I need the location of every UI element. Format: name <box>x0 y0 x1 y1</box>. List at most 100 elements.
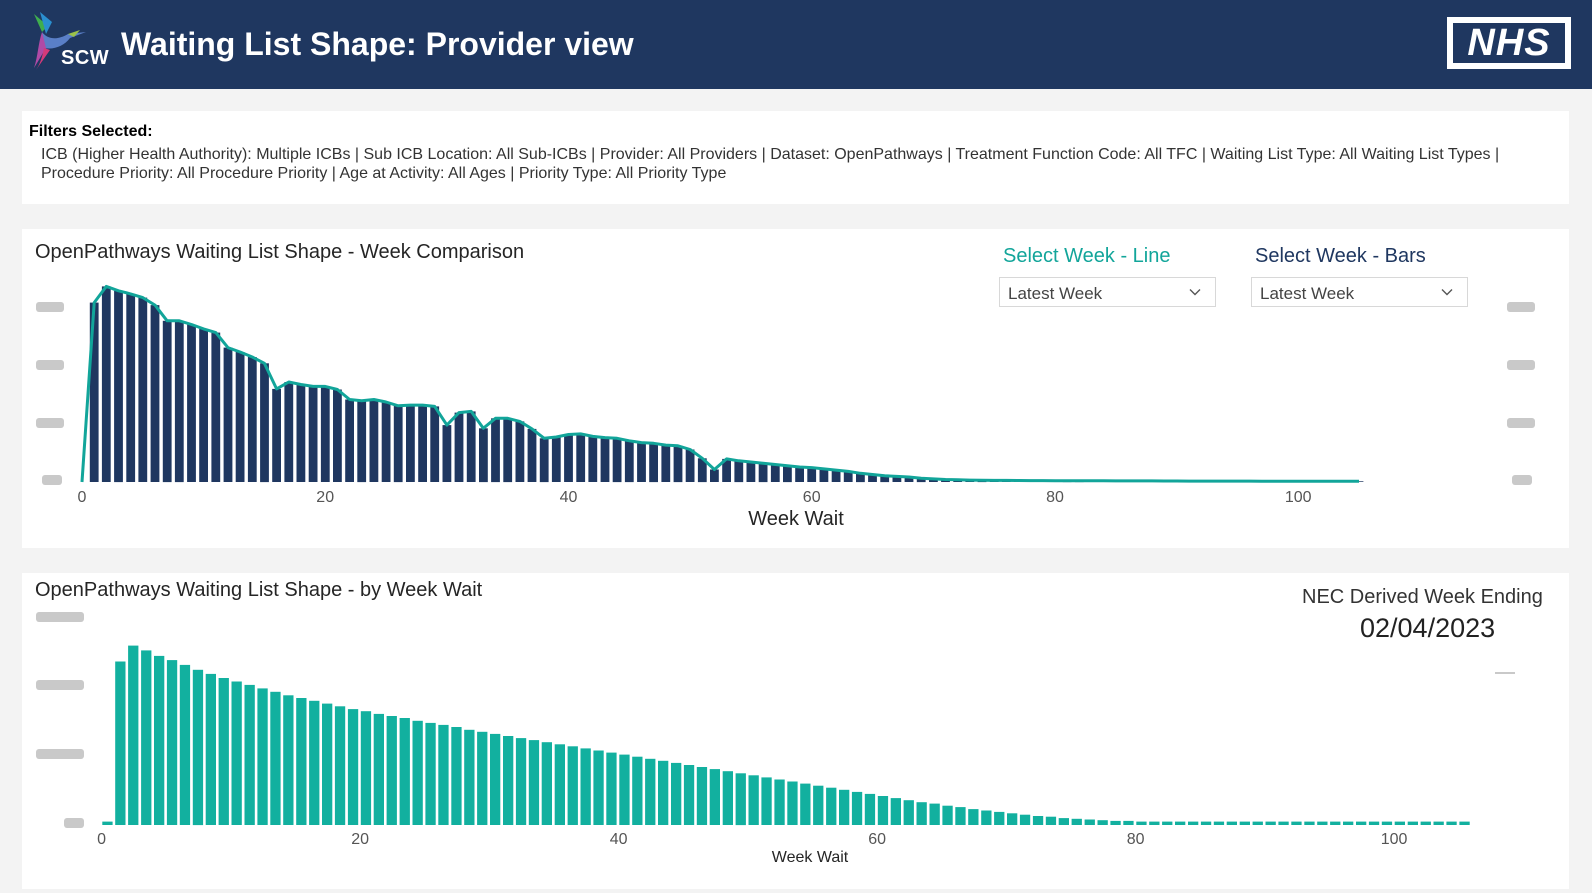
bar-week-50[interactable] <box>685 449 695 483</box>
bar-week-10[interactable] <box>231 681 242 826</box>
bar-week-18[interactable] <box>334 706 346 825</box>
bar-week-5[interactable] <box>138 297 148 482</box>
bar-week-46[interactable] <box>696 767 708 825</box>
bar-week-103[interactable] <box>1433 821 1444 825</box>
bar-week-61[interactable] <box>819 468 829 482</box>
bar-week-101[interactable] <box>1407 821 1418 825</box>
bar-week-24[interactable] <box>412 720 423 825</box>
bar-week-4[interactable] <box>126 293 136 482</box>
bar-week-16[interactable] <box>272 388 281 482</box>
bar-week-32[interactable] <box>466 411 476 482</box>
bar-week-84[interactable] <box>1188 821 1199 825</box>
bar-week-65[interactable] <box>868 474 877 483</box>
bar-week-57[interactable] <box>839 789 850 825</box>
bar-week-56[interactable] <box>758 463 768 483</box>
bar-week-51[interactable] <box>697 458 707 483</box>
bar-week-2[interactable] <box>101 286 111 482</box>
bar-week-50[interactable] <box>748 775 759 825</box>
bar-week-86[interactable] <box>1213 821 1225 825</box>
bar-week-37[interactable] <box>580 748 591 825</box>
bar-week-100[interactable] <box>1394 821 1405 825</box>
bar-week-78[interactable] <box>1110 820 1121 825</box>
bar-week-65[interactable] <box>942 805 953 825</box>
bar-week-34[interactable] <box>491 418 500 483</box>
bar-week-58[interactable] <box>783 465 792 483</box>
bar-week-69[interactable] <box>994 811 1005 825</box>
bar-week-16[interactable] <box>309 700 320 825</box>
bar-week-30[interactable] <box>442 425 452 482</box>
bar-week-12[interactable] <box>223 347 233 482</box>
bar-week-52[interactable] <box>774 779 785 826</box>
bar-week-22[interactable] <box>345 399 354 483</box>
bar-week-48[interactable] <box>661 445 671 482</box>
bar-week-4[interactable] <box>154 655 165 825</box>
bar-week-60[interactable] <box>807 467 817 482</box>
bar-week-8[interactable] <box>205 673 216 825</box>
bar-week-35[interactable] <box>503 418 513 483</box>
bar-week-102[interactable] <box>1420 821 1431 825</box>
bar-week-2[interactable] <box>128 645 139 825</box>
bar-week-49[interactable] <box>673 445 683 483</box>
bar-week-83[interactable] <box>1175 821 1186 825</box>
bar-week-38[interactable] <box>539 438 549 483</box>
bar-week-66[interactable] <box>955 807 966 825</box>
bar-week-15[interactable] <box>260 363 269 483</box>
bar-week-13[interactable] <box>235 352 245 482</box>
bar-week-68[interactable] <box>904 477 914 482</box>
bar-week-71[interactable] <box>1019 814 1031 825</box>
bar-week-55[interactable] <box>746 462 756 482</box>
bar-week-0[interactable] <box>102 821 113 825</box>
bar-week-39[interactable] <box>606 752 617 825</box>
bar-week-19[interactable] <box>308 386 318 482</box>
bar-week-92[interactable] <box>1291 821 1302 825</box>
bar-week-51[interactable] <box>761 777 772 825</box>
select-week-bars-dropdown[interactable]: Latest Week <box>1251 277 1468 307</box>
bar-week-62[interactable] <box>831 470 841 482</box>
bar-week-28[interactable] <box>418 405 427 482</box>
bar-week-52[interactable] <box>710 469 719 483</box>
bar-week-64[interactable] <box>856 473 865 483</box>
bar-week-70[interactable] <box>929 478 938 482</box>
bar-week-48[interactable] <box>722 771 733 825</box>
bar-week-31[interactable] <box>454 412 464 482</box>
bar-week-45[interactable] <box>683 765 695 825</box>
bar-week-3[interactable] <box>141 650 152 825</box>
bar-week-10[interactable] <box>199 328 208 482</box>
bar-week-3[interactable] <box>114 290 123 483</box>
bar-week-1[interactable] <box>115 661 126 826</box>
bar-week-44[interactable] <box>612 438 622 483</box>
bar-week-18[interactable] <box>296 384 306 483</box>
bar-week-43[interactable] <box>600 437 610 482</box>
bar-week-35[interactable] <box>554 744 565 825</box>
bar-week-56[interactable] <box>826 787 837 825</box>
bar-week-104[interactable] <box>1446 821 1457 825</box>
bar-week-14[interactable] <box>283 695 294 825</box>
select-week-line-dropdown[interactable]: Latest Week <box>999 277 1216 307</box>
bar-week-73[interactable] <box>1045 816 1057 825</box>
bar-week-105[interactable] <box>1459 821 1470 825</box>
bar-week-57[interactable] <box>770 464 780 483</box>
bar-week-87[interactable] <box>1226 821 1237 825</box>
bar-week-29[interactable] <box>430 406 440 482</box>
bar-week-75[interactable] <box>1071 818 1082 825</box>
bar-week-41[interactable] <box>576 433 586 482</box>
bar-week-47[interactable] <box>709 769 720 825</box>
bar-week-61[interactable] <box>890 798 901 825</box>
bar-week-27[interactable] <box>451 727 462 825</box>
bar-week-96[interactable] <box>1343 821 1354 825</box>
bar-week-74[interactable] <box>1058 818 1069 825</box>
bar-week-29[interactable] <box>477 731 488 825</box>
bar-week-59[interactable] <box>795 467 804 482</box>
bar-week-76[interactable] <box>1084 819 1095 826</box>
bar-week-20[interactable] <box>320 386 330 482</box>
bar-week-34[interactable] <box>541 742 552 825</box>
bar-week-62[interactable] <box>903 800 914 825</box>
bar-week-44[interactable] <box>671 762 682 825</box>
bar-week-11[interactable] <box>244 684 255 825</box>
bar-week-26[interactable] <box>393 405 403 483</box>
bar-week-41[interactable] <box>632 756 643 825</box>
bar-week-97[interactable] <box>1356 821 1367 825</box>
bar-week-60[interactable] <box>877 796 889 825</box>
bar-week-45[interactable] <box>624 440 634 483</box>
bar-week-55[interactable] <box>813 785 824 825</box>
